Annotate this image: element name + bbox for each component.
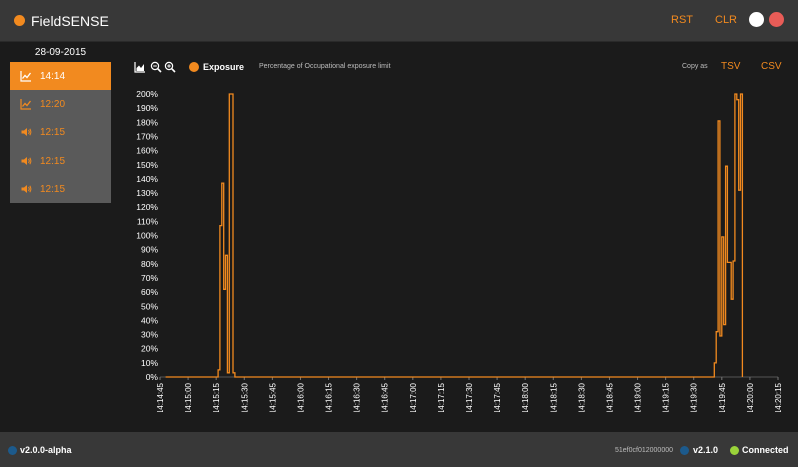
speaker-icon bbox=[21, 156, 32, 165]
x-tick-label: 14:17:00 bbox=[409, 382, 418, 412]
app-logo-dot bbox=[14, 15, 25, 26]
session-item-label: 12:15 bbox=[40, 127, 66, 139]
copy-csv-button[interactable]: CSV bbox=[761, 61, 782, 72]
line-chart-icon bbox=[20, 71, 32, 82]
close-button[interactable] bbox=[769, 12, 784, 27]
zoom-out-icon[interactable] bbox=[150, 61, 162, 73]
y-tick-label: 30% bbox=[141, 330, 158, 340]
line-chart-icon bbox=[20, 99, 32, 110]
minimize-button[interactable] bbox=[749, 12, 764, 27]
exposure-chart[interactable]: 0% 10% 20% 30% 40% 50% 60% 70% 80% 90% 100% 110% 120… bbox=[128, 82, 788, 412]
session-item[interactable]: 12:20 bbox=[10, 90, 111, 118]
app-status-dot bbox=[8, 446, 17, 455]
x-tick-label: 14:20:00 bbox=[746, 382, 755, 412]
series-toggle-dot[interactable] bbox=[189, 62, 199, 72]
y-tick-label: 80% bbox=[141, 259, 158, 269]
y-tick-label: 200% bbox=[136, 89, 158, 99]
x-tick-label: 14:18:45 bbox=[605, 382, 614, 412]
y-tick-label: 160% bbox=[136, 146, 158, 156]
speaker-icon bbox=[21, 128, 32, 137]
x-tick-label: 14:20:15 bbox=[774, 382, 783, 412]
x-tick-label: 14:15:30 bbox=[240, 382, 249, 412]
y-tick-label: 140% bbox=[136, 174, 158, 184]
session-item[interactable]: 12:15 bbox=[10, 147, 111, 175]
session-item[interactable]: 12:15 bbox=[10, 118, 111, 146]
y-tick-label: 10% bbox=[141, 358, 158, 368]
y-tick-label: 170% bbox=[136, 131, 158, 141]
y-tick-label: 180% bbox=[136, 117, 158, 127]
y-tick-label: 190% bbox=[136, 103, 158, 113]
x-tick-label: 14:15:00 bbox=[184, 382, 193, 412]
session-item[interactable]: 12:15 bbox=[10, 175, 111, 203]
connection-status-dot bbox=[730, 446, 739, 455]
chart-type-icon[interactable] bbox=[134, 61, 146, 73]
x-tick-label: 14:19:00 bbox=[634, 382, 643, 412]
session-item-label: 12:20 bbox=[40, 99, 66, 111]
device-version: v2.1.0 bbox=[693, 445, 719, 455]
x-tick-label: 14:19:45 bbox=[718, 382, 727, 412]
status-bar: v2.0.0-alpha 51ef0cf012000000 v2.1.0 Con… bbox=[0, 432, 798, 467]
device-id: 51ef0cf012000000 bbox=[615, 447, 673, 454]
connection-status: Connected bbox=[742, 445, 789, 455]
x-tick-label: 14:17:30 bbox=[465, 382, 474, 412]
y-tick-label: 120% bbox=[136, 202, 158, 212]
y-tick-label: 130% bbox=[136, 188, 158, 198]
x-tick-label: 14:17:15 bbox=[437, 382, 446, 412]
x-tick-label: 14:15:15 bbox=[212, 382, 221, 412]
y-tick-label: 110% bbox=[137, 216, 159, 226]
x-tick-label: 14:16:45 bbox=[381, 382, 390, 412]
copy-tsv-button[interactable]: TSV bbox=[721, 61, 741, 72]
x-tick-label: 14:15:45 bbox=[268, 382, 277, 412]
title-bar: FieldSENSE RST CLR bbox=[0, 0, 798, 42]
y-tick-label: 50% bbox=[141, 301, 158, 311]
y-tick-label: 70% bbox=[141, 273, 158, 283]
x-tick-label: 14:19:30 bbox=[690, 382, 699, 412]
y-tick-label: 40% bbox=[141, 315, 158, 325]
series-label[interactable]: Exposure bbox=[203, 62, 245, 72]
y-tick-label: 0% bbox=[146, 372, 159, 382]
copy-as-label: Copy as bbox=[682, 63, 708, 70]
app-title: FieldSENSE bbox=[31, 13, 109, 29]
x-tick-label: 14:19:15 bbox=[662, 382, 671, 412]
y-tick-label: 150% bbox=[136, 160, 158, 170]
x-tick-label: 14:16:00 bbox=[296, 382, 305, 412]
y-tick-label: 100% bbox=[136, 231, 158, 241]
series-description: Percentage of Occupational exposure limi… bbox=[259, 63, 391, 70]
zoom-in-icon[interactable] bbox=[164, 61, 176, 73]
app-version: v2.0.0-alpha bbox=[20, 445, 72, 455]
session-list: 14:14 12:20 12:15 12:15 12:15 bbox=[10, 62, 111, 203]
clear-button[interactable]: CLR bbox=[715, 14, 738, 26]
y-tick-label: 90% bbox=[141, 245, 158, 255]
device-status-dot bbox=[680, 446, 689, 455]
x-tick-label: 14:16:30 bbox=[353, 382, 362, 412]
session-item-label: 12:15 bbox=[40, 183, 66, 195]
x-tick-label: 14:14:45 bbox=[156, 382, 165, 412]
speaker-icon bbox=[21, 184, 32, 193]
session-item-label: 12:15 bbox=[40, 155, 66, 167]
series-line-exposure bbox=[165, 93, 744, 378]
x-tick-label: 14:18:30 bbox=[577, 382, 586, 412]
x-tick-label: 14:17:45 bbox=[493, 382, 502, 412]
session-item[interactable]: 14:14 bbox=[10, 62, 111, 91]
session-item-label: 14:14 bbox=[40, 71, 66, 82]
reset-button[interactable]: RST bbox=[671, 14, 693, 26]
x-tick-label: 14:18:00 bbox=[521, 382, 530, 412]
x-tick-label: 14:16:15 bbox=[325, 382, 334, 412]
session-date: 28-09-2015 bbox=[34, 47, 87, 58]
y-tick-label: 20% bbox=[141, 344, 158, 354]
x-tick-label: 14:18:15 bbox=[549, 382, 558, 412]
y-tick-label: 60% bbox=[141, 287, 158, 297]
